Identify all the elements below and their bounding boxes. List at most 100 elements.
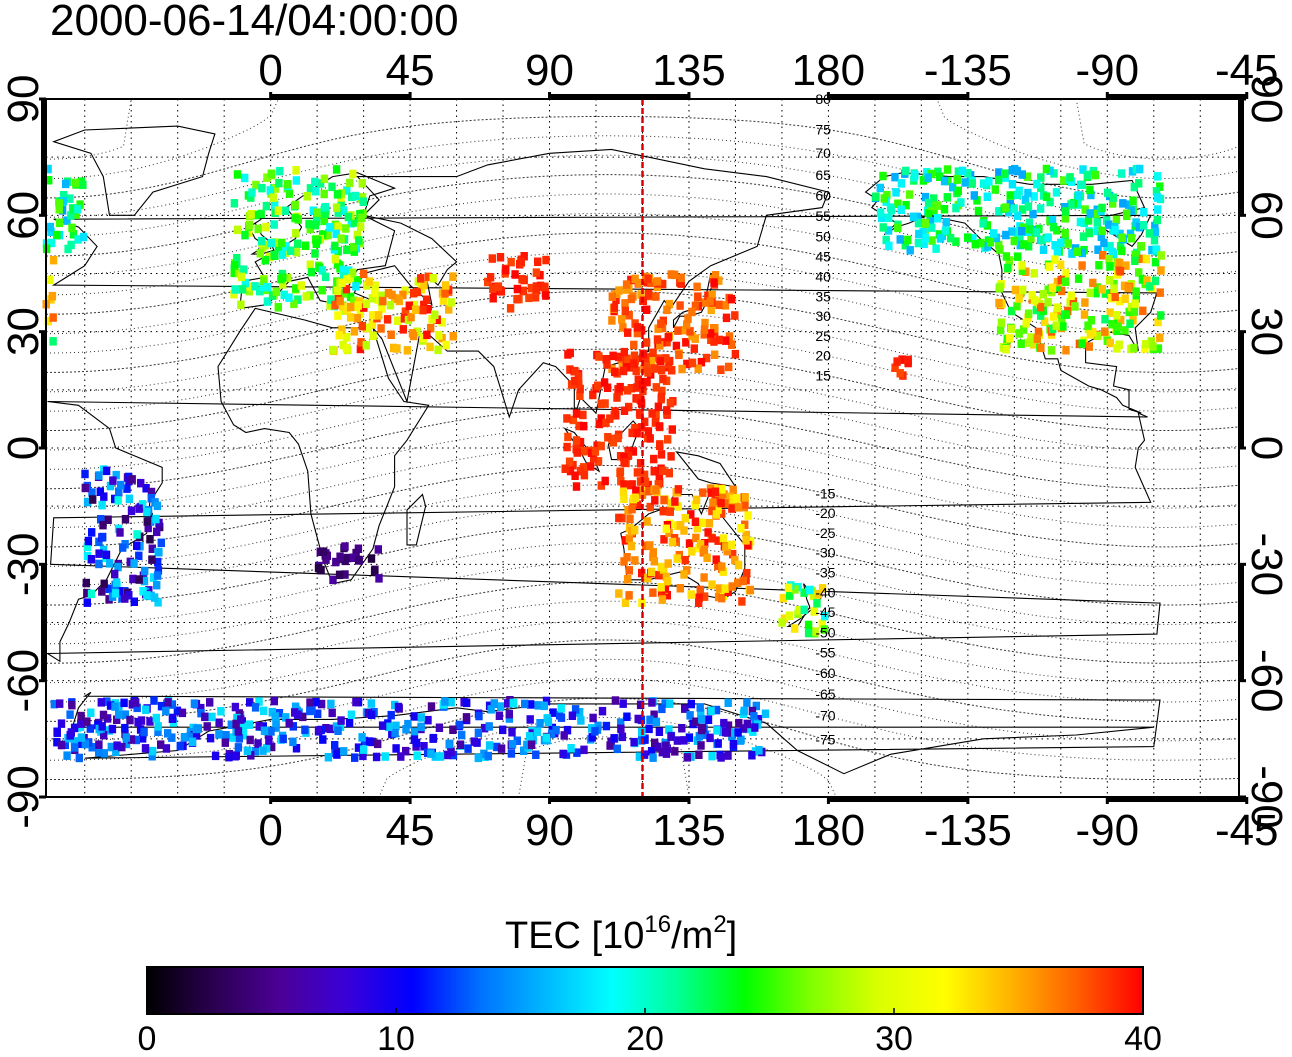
tec-cell <box>292 176 301 185</box>
tec-cell <box>480 723 489 733</box>
tec-cell <box>949 182 957 192</box>
mlat-label: 30 <box>815 308 831 324</box>
tec-cell <box>694 292 702 301</box>
tec-cell <box>230 289 238 299</box>
tec-cell <box>275 178 283 188</box>
tec-cell <box>638 568 646 578</box>
tec-cell <box>1127 234 1136 243</box>
frame-bar <box>549 797 689 802</box>
tec-cell <box>563 442 571 452</box>
tec-cell <box>240 265 248 274</box>
tec-cell <box>394 702 403 712</box>
tec-cell <box>560 731 568 740</box>
tec-cell <box>428 315 436 324</box>
tec-cell <box>405 301 413 310</box>
tec-cell <box>443 750 451 760</box>
tec-cell <box>813 599 821 608</box>
tec-cell <box>1066 173 1074 182</box>
tec-cell <box>979 179 988 188</box>
tec-cell <box>445 739 453 749</box>
bottom-lon-label: 180 <box>792 806 865 855</box>
tec-cell <box>509 698 518 708</box>
tec-cell <box>923 168 931 177</box>
tec-cell <box>318 266 327 275</box>
tec-cell <box>403 346 412 355</box>
tec-cell <box>306 291 314 300</box>
tec-cell <box>230 268 238 278</box>
tec-cell <box>270 696 278 706</box>
tec-cell <box>568 711 577 720</box>
tec-cell <box>350 327 359 336</box>
tec-cell <box>282 242 290 251</box>
tec-cell <box>674 326 682 335</box>
left-lat-label: 0 <box>0 436 48 460</box>
tec-cell <box>1107 294 1115 303</box>
tec-cell <box>495 711 504 720</box>
tec-cell <box>334 247 342 256</box>
tec-cell <box>804 620 813 630</box>
tec-cell <box>1109 193 1118 202</box>
tec-cell <box>615 352 623 362</box>
tec-cell <box>697 357 706 367</box>
tec-cell <box>410 289 418 298</box>
tec-cell <box>291 702 300 711</box>
tec-cell <box>693 282 701 292</box>
tec-cell <box>445 305 453 314</box>
frame-bar <box>41 99 46 216</box>
tec-cell <box>1076 217 1085 227</box>
tec-cell <box>192 731 201 740</box>
tec-cell <box>580 470 589 480</box>
tec-cell <box>734 578 742 588</box>
tec-cell <box>534 257 542 266</box>
tec-cell <box>1026 225 1034 234</box>
tec-cell <box>625 566 633 575</box>
frame-bar <box>828 797 968 802</box>
tec-cell <box>940 176 949 186</box>
tec-cell <box>681 555 689 565</box>
tec-cell <box>924 208 933 218</box>
tec-cell <box>876 183 884 193</box>
tec-cell <box>588 733 596 742</box>
tec-cell <box>344 212 353 222</box>
tec-cell <box>576 391 584 400</box>
tec-cell <box>1111 225 1119 235</box>
tec-cell <box>513 295 521 304</box>
top-lon-label: 135 <box>652 46 725 95</box>
tec-cell <box>197 703 205 713</box>
tec-cell <box>1017 339 1025 348</box>
tec-cell <box>569 415 577 425</box>
tec-cell <box>1005 334 1014 343</box>
tec-cell <box>722 727 730 737</box>
tec-cell <box>623 712 631 721</box>
tec-cell <box>139 587 147 596</box>
tec-cell <box>659 506 667 516</box>
tec-cell <box>77 711 85 721</box>
tec-cell <box>327 699 335 709</box>
tec-cell <box>1079 232 1088 241</box>
tec-cell <box>321 203 330 212</box>
tec-cell <box>76 200 84 209</box>
tec-cell <box>1156 333 1164 343</box>
tec-cell <box>1007 324 1016 334</box>
tec-cell <box>157 701 166 711</box>
tec-cell <box>1132 294 1140 303</box>
tec-cell <box>741 493 749 502</box>
tec-cell <box>954 186 962 196</box>
tec-cell <box>290 299 298 309</box>
tec-cell <box>995 207 1003 216</box>
tec-cell <box>332 229 340 239</box>
tec-cell <box>641 735 649 744</box>
tec-cell <box>710 278 718 287</box>
tec-cell <box>162 706 170 716</box>
tec-cell <box>593 441 601 450</box>
tec-cell <box>87 708 95 717</box>
tec-cell <box>339 265 347 275</box>
tec-cell <box>527 740 536 749</box>
tec-cell <box>231 285 239 294</box>
tec-cell <box>662 524 670 533</box>
tec-cell <box>233 254 241 263</box>
tec-cell <box>351 191 360 201</box>
tec-cell <box>544 717 553 726</box>
tec-cell <box>1014 211 1022 220</box>
tec-cell <box>154 566 163 575</box>
